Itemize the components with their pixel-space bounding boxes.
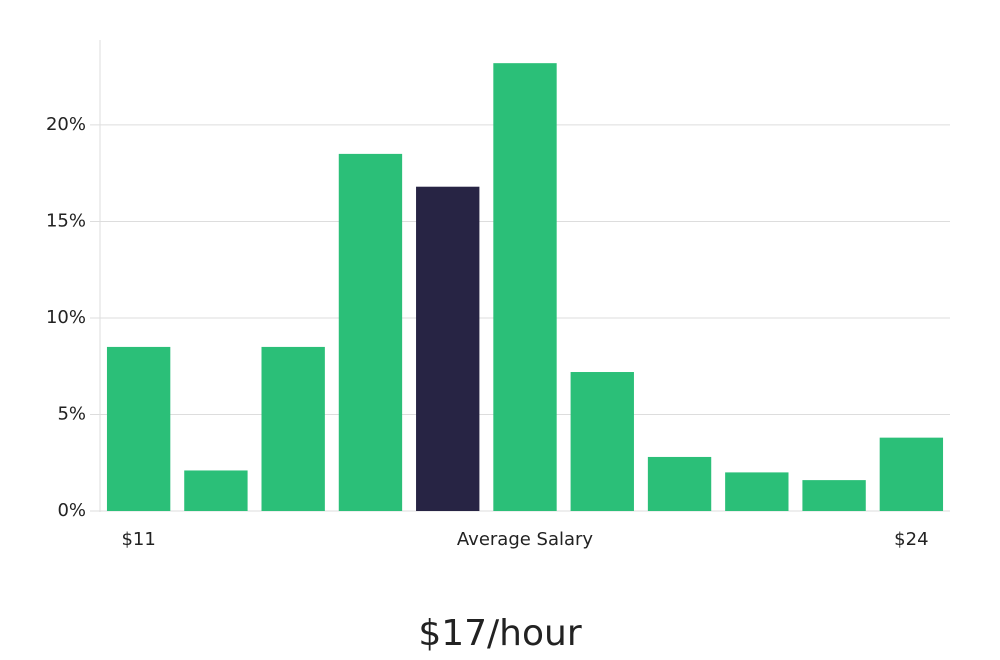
x-tick-label: $11 <box>121 529 155 550</box>
y-tick-label: 0% <box>57 500 86 521</box>
bar <box>802 480 866 511</box>
y-tick-label: 15% <box>46 210 86 231</box>
y-tick-label: 20% <box>46 114 86 135</box>
bar <box>261 346 325 511</box>
x-tick-label: Average Salary <box>457 529 594 550</box>
bar <box>647 456 712 511</box>
y-tick-label: 10% <box>46 307 86 328</box>
bar <box>493 63 557 511</box>
y-tick-label: 5% <box>57 403 86 424</box>
bar <box>106 346 171 511</box>
bar <box>416 186 480 511</box>
bar <box>184 470 248 511</box>
salary-annotation: $17/hour <box>418 613 582 654</box>
x-tick-label: $24 <box>894 529 928 550</box>
bar <box>879 437 944 511</box>
bar <box>570 372 634 511</box>
bar <box>338 153 403 511</box>
bar <box>725 472 789 511</box>
